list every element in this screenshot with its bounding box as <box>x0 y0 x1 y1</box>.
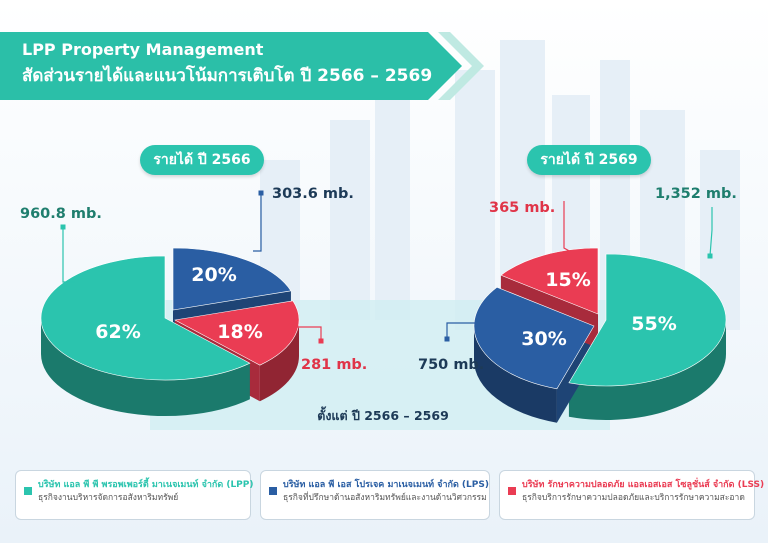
pie-side-lps <box>474 326 557 423</box>
pie-percent-label-lps: 20% <box>191 264 236 286</box>
pie-side-lpp <box>40 318 250 417</box>
legend-item-lps: บริษัท แอล พี เอส โปรเจค มาเนจเมนท์ จำกั… <box>260 470 490 520</box>
legend-name-lps: บริษัท แอล พี เอส โปรเจค มาเนจเมนท์ จำกั… <box>283 480 489 490</box>
period-label: ตั้งแต่ ปี 2566 – 2569 <box>317 406 449 423</box>
callout-marker-lss <box>570 250 576 256</box>
legend-desc-lss: ธุรกิจบริการรักษาความปลอดภัยและบริการรัก… <box>522 493 745 503</box>
callout-amount-lss: 365 mb. <box>489 200 555 216</box>
callout-marker-lpp <box>707 253 713 259</box>
pie-slice-lss <box>174 300 300 366</box>
callout-line-lpp <box>62 227 75 283</box>
legend: บริษัท แอล พี พี พรอพเพอร์ตี้ มาเนจเมนท์… <box>15 470 765 528</box>
banner-title: LPP Property Management สัดส่วนรายได้และ… <box>22 40 432 88</box>
legend-swatch-lps <box>269 487 277 495</box>
banner-title-line2: สัดส่วนรายได้และแนวโน้มการเติบโต ปี 2566… <box>22 66 433 86</box>
callout-amount-lpp: 1,352 mb. <box>655 186 737 202</box>
pie-percent-label-lpp: 62% <box>95 321 140 343</box>
callout-line-lps <box>446 322 490 339</box>
legend-swatch-lpp <box>24 487 32 495</box>
pie-2566: 20% 18% 62% 303.6 mb. 281 mb. 960.8 mb. <box>20 186 367 417</box>
legend-desc-lps: ธุรกิจที่ปรึกษาด้านอสังหาริมทรัพย์และงาน… <box>283 493 487 503</box>
pie-percent-label-lss: 18% <box>217 321 262 343</box>
pie-side-lss <box>259 320 299 402</box>
pie-percent-label-lss: 15% <box>545 269 590 291</box>
pie-2569: 55% 30% 15% 1,352 mb. 750 mb. 365 mb. <box>418 186 737 423</box>
pie-slice-lps <box>473 286 595 390</box>
legend-item-lss: บริษัท รักษาความปลอดภัย แอลเอสเอส โซลูชั… <box>499 470 765 520</box>
legend-name-lpp: บริษัท แอล พี พี พรอพเพอร์ตี้ มาเนจเมนท์… <box>38 480 254 490</box>
callout-line-lps <box>253 193 262 252</box>
callout-marker-lpp <box>60 224 66 230</box>
callout-line-lpp <box>709 207 713 257</box>
legend-name-lss: บริษัท รักษาความปลอดภัย แอลเอสเอส โซลูชั… <box>522 480 765 490</box>
chart-title-2566: รายได้ ปี 2566 <box>140 145 264 175</box>
callout-amount-lps: 750 mb. <box>418 357 484 373</box>
pie-slice-lps <box>172 247 292 311</box>
banner-title-line1: LPP Property Management <box>22 40 264 59</box>
pie-slice-lpp <box>568 253 727 387</box>
legend-item-lpp: บริษัท แอล พี พี พรอพเพอร์ตี้ มาเนจเมนท์… <box>15 470 254 520</box>
pie-side-lpp <box>568 320 726 420</box>
legend-desc-lpp: ธุรกิจงานบริหารจัดการอสังหาริมทรัพย์ <box>38 493 179 503</box>
callout-marker-lps <box>258 190 264 196</box>
callout-line-lss <box>563 201 574 254</box>
callout-amount-lss: 281 mb. <box>301 357 367 373</box>
chart-title-2569: รายได้ ปี 2569 <box>527 145 651 175</box>
pie-slice-lss <box>500 247 599 315</box>
title-banner <box>0 32 462 100</box>
pie-percent-label-lpp: 55% <box>631 313 676 335</box>
callout-line-lss <box>291 326 322 341</box>
callout-amount-lps: 303.6 mb. <box>272 186 354 202</box>
callout-marker-lss <box>318 338 324 344</box>
pie-percent-label-lps: 30% <box>521 328 566 350</box>
title-banner-accent <box>438 32 484 100</box>
legend-swatch-lss <box>508 487 516 495</box>
callout-marker-lps <box>444 336 450 342</box>
pie-slice-lpp <box>40 255 251 381</box>
callout-amount-lpp: 960.8 mb. <box>20 206 102 222</box>
